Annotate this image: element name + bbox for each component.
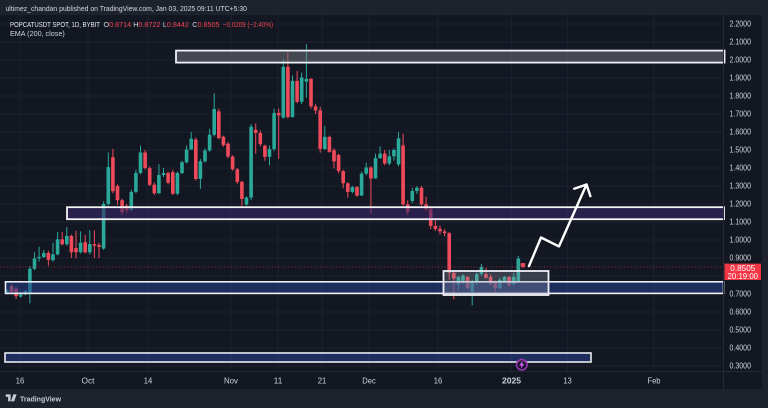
svg-text:0.8505: 0.8505 <box>730 264 755 273</box>
svg-text:1.9000: 1.9000 <box>730 74 752 83</box>
svg-text:Oct: Oct <box>82 376 96 385</box>
svg-text:L0.8442: L0.8442 <box>163 20 189 29</box>
svg-text:C0.8505: C0.8505 <box>192 20 219 29</box>
svg-text:20:19:00: 20:19:00 <box>728 272 759 281</box>
svg-text:1.1000: 1.1000 <box>730 218 752 227</box>
svg-text:13: 13 <box>563 376 572 385</box>
svg-text:1.2000: 1.2000 <box>730 200 752 209</box>
svg-text:2.1000: 2.1000 <box>730 38 752 47</box>
svg-text:POPCATUSDT SPOT, 1D, BYBIT: POPCATUSDT SPOT, 1D, BYBIT <box>10 20 101 29</box>
svg-text:0.4000: 0.4000 <box>730 344 752 353</box>
svg-text:16: 16 <box>434 376 443 385</box>
svg-text:EMA (200, close): EMA (200, close) <box>10 29 65 38</box>
svg-text:16: 16 <box>16 376 25 385</box>
svg-text:1.4000: 1.4000 <box>730 164 752 173</box>
svg-text:0.5000: 0.5000 <box>730 326 752 335</box>
svg-text:2.2000: 2.2000 <box>730 20 752 29</box>
svg-text:21: 21 <box>318 376 327 385</box>
svg-text:14: 14 <box>144 376 153 385</box>
svg-text:0.6000: 0.6000 <box>730 308 752 317</box>
svg-text:0.7000: 0.7000 <box>730 290 752 299</box>
svg-text:11: 11 <box>274 376 283 385</box>
svg-text:1.8000: 1.8000 <box>730 92 752 101</box>
svg-text:H0.8722: H0.8722 <box>133 20 160 29</box>
svg-text:1.5000: 1.5000 <box>730 146 752 155</box>
svg-text:2.0000: 2.0000 <box>730 56 752 65</box>
svg-text:2025: 2025 <box>502 376 521 385</box>
svg-text:1.6000: 1.6000 <box>730 128 752 137</box>
svg-text:1.3000: 1.3000 <box>730 182 752 191</box>
svg-text:Nov: Nov <box>224 376 239 385</box>
svg-text:1.0000: 1.0000 <box>730 236 752 245</box>
svg-text:0.9000: 0.9000 <box>730 254 752 263</box>
svg-text:1.7000: 1.7000 <box>730 110 752 119</box>
svg-text:−0.0209 (−2.40%): −0.0209 (−2.40%) <box>223 20 273 29</box>
svg-text:ultimez_chandan published on T: ultimez_chandan published on TradingView… <box>6 4 248 13</box>
svg-text:Feb: Feb <box>648 376 661 385</box>
svg-text:TradingView: TradingView <box>20 395 61 404</box>
svg-text:O0.8714: O0.8714 <box>104 20 132 29</box>
svg-text:Dec: Dec <box>362 376 376 385</box>
svg-text:0.3000: 0.3000 <box>730 362 752 371</box>
